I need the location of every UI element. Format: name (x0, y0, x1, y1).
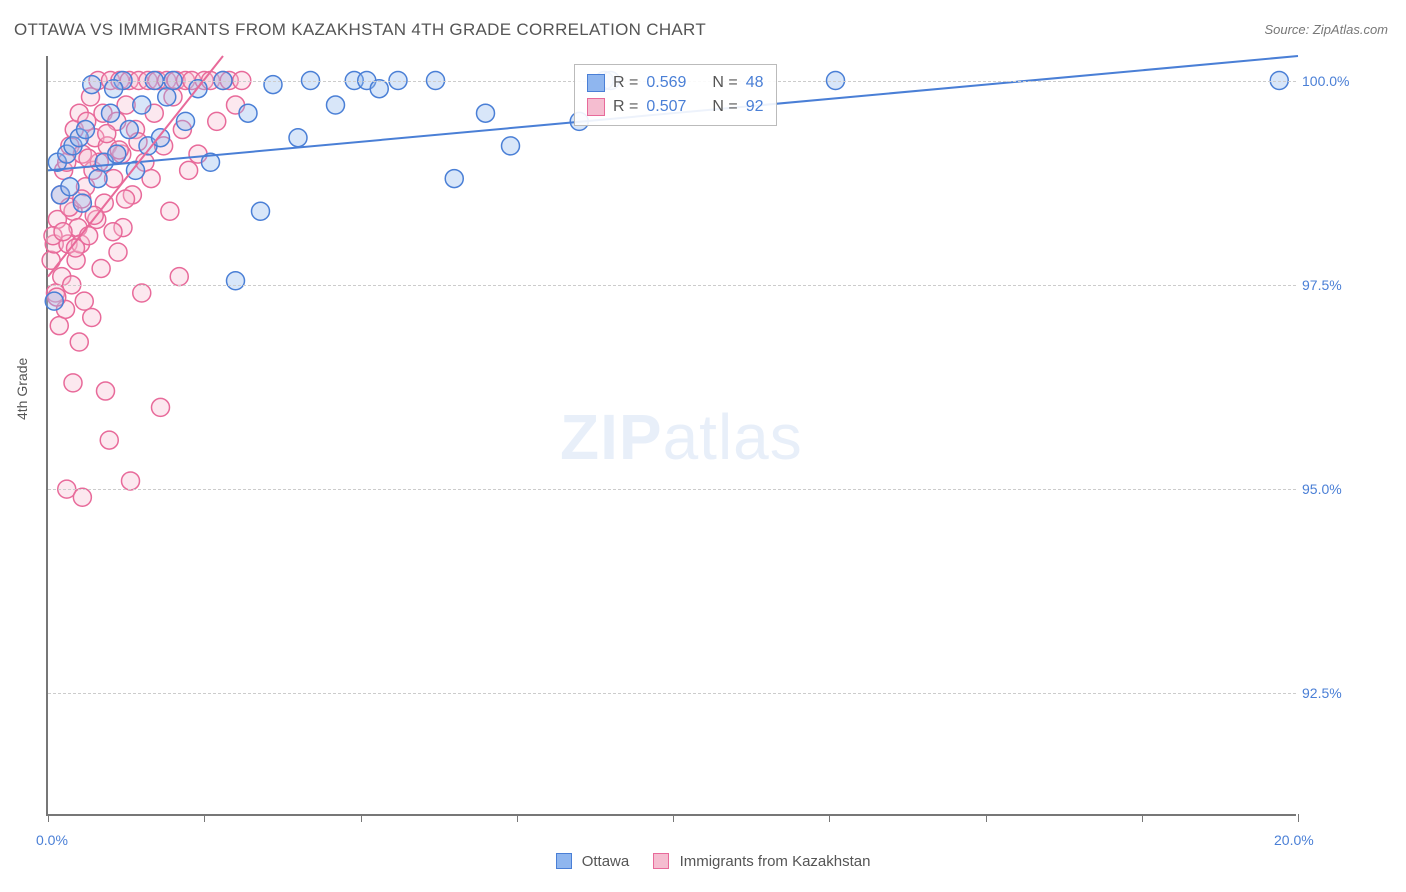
legend-n-value-2: 92 (746, 95, 764, 119)
bottom-legend: Ottawa Immigrants from Kazakhstan (0, 853, 1406, 870)
data-point (122, 472, 140, 490)
data-point (64, 374, 82, 392)
gridline-h (48, 489, 1296, 490)
data-point (97, 382, 115, 400)
data-point (117, 190, 135, 208)
bottom-label-ottawa: Ottawa (582, 853, 630, 870)
data-point (170, 268, 188, 286)
data-point (61, 178, 79, 196)
data-point (45, 292, 63, 310)
data-point (208, 112, 226, 130)
bottom-swatch-kazakhstan (653, 853, 669, 869)
y-tick-label: 95.0% (1302, 481, 1342, 497)
data-point (158, 88, 176, 106)
data-point (100, 431, 118, 449)
data-point (73, 194, 91, 212)
data-point (120, 121, 138, 139)
data-point (127, 161, 145, 179)
legend-r-label-2: R = (613, 95, 638, 119)
data-point (98, 125, 116, 143)
legend-r-value-2: 0.507 (646, 95, 686, 119)
legend-n-value-1: 48 (746, 71, 764, 95)
x-tick (1142, 814, 1143, 822)
x-tick (204, 814, 205, 822)
data-point (177, 112, 195, 130)
bottom-swatch-ottawa (556, 853, 572, 869)
legend-n-label-2: N = (712, 95, 737, 119)
data-point (73, 488, 91, 506)
data-point (227, 272, 245, 290)
data-point (239, 104, 257, 122)
legend-row-ottawa: R = 0.569 N = 48 (587, 71, 764, 95)
legend-r-value-1: 0.569 (646, 71, 686, 95)
chart-svg (48, 56, 1296, 814)
data-point (264, 76, 282, 94)
x-tick (517, 814, 518, 822)
data-point (92, 259, 110, 277)
source-attribution: Source: ZipAtlas.com (1264, 22, 1388, 37)
data-point (161, 202, 179, 220)
data-point (79, 149, 97, 167)
data-point (102, 104, 120, 122)
data-point (109, 243, 127, 261)
y-tick-label: 92.5% (1302, 685, 1342, 701)
y-axis-label: 4th Grade (14, 358, 30, 420)
x-tick (829, 814, 830, 822)
bottom-label-kazakhstan: Immigrants from Kazakhstan (680, 853, 871, 870)
data-point (289, 129, 307, 147)
legend-r-label-1: R = (613, 71, 638, 95)
data-point (54, 223, 72, 241)
x-tick (986, 814, 987, 822)
x-tick (361, 814, 362, 822)
data-point (42, 251, 60, 269)
x-tick (1298, 814, 1299, 822)
data-point (445, 170, 463, 188)
data-point (77, 121, 95, 139)
data-point (133, 96, 151, 114)
x-tick-label-max: 20.0% (1274, 832, 1314, 848)
data-point (370, 80, 388, 98)
data-point (252, 202, 270, 220)
y-tick-label: 97.5% (1302, 277, 1342, 293)
data-point (83, 76, 101, 94)
data-point (180, 161, 198, 179)
x-tick (48, 814, 49, 822)
legend-swatch-kazakhstan (587, 98, 605, 116)
chart-title: OTTAWA VS IMMIGRANTS FROM KAZAKHSTAN 4TH… (14, 20, 706, 40)
data-point (83, 309, 101, 327)
gridline-h (48, 693, 1296, 694)
data-point (104, 223, 122, 241)
data-point (108, 145, 126, 163)
data-point (75, 292, 93, 310)
data-point (327, 96, 345, 114)
data-point (133, 284, 151, 302)
data-point (105, 80, 123, 98)
x-tick (673, 814, 674, 822)
data-point (502, 137, 520, 155)
legend-n-label-1: N = (712, 71, 737, 95)
data-point (70, 333, 88, 351)
legend-swatch-ottawa (587, 74, 605, 92)
data-point (89, 170, 107, 188)
plot-area (46, 56, 1296, 816)
data-point (50, 317, 68, 335)
correlation-legend: R = 0.569 N = 48 R = 0.507 N = 92 (574, 64, 777, 126)
gridline-h (48, 285, 1296, 286)
y-tick-label: 100.0% (1302, 73, 1349, 89)
legend-row-kazakhstan: R = 0.507 N = 92 (587, 95, 764, 119)
data-point (477, 104, 495, 122)
x-tick-label-min: 0.0% (36, 832, 68, 848)
data-point (152, 398, 170, 416)
